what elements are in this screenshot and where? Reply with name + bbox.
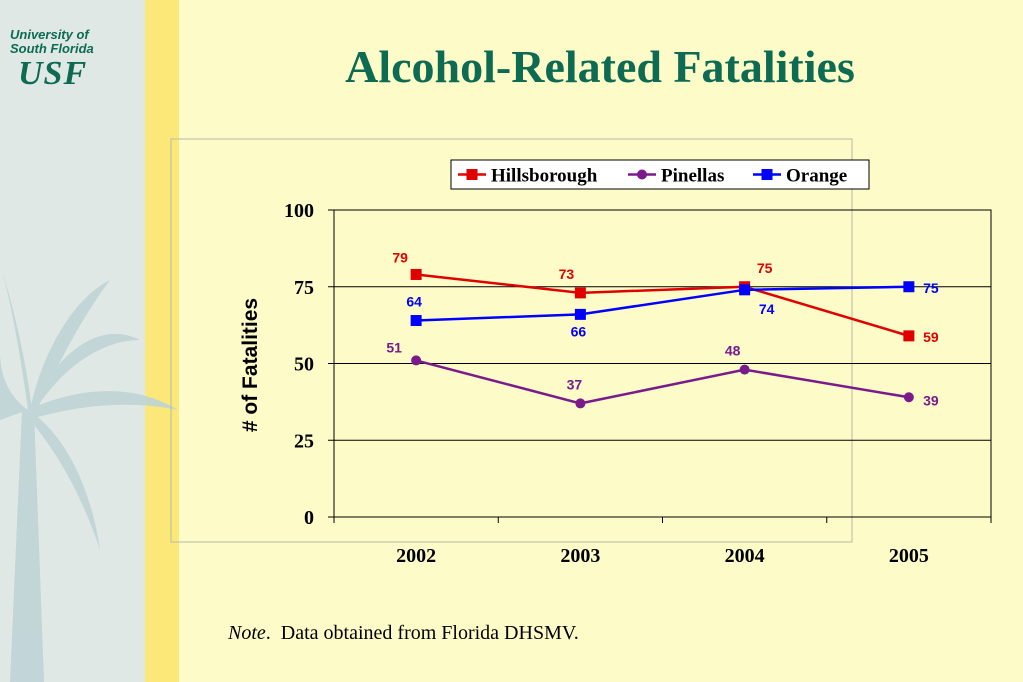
note-label: Note <box>228 622 266 644</box>
data-label: 73 <box>559 266 575 282</box>
x-tick-label: 2004 <box>725 545 765 567</box>
x-tick-label: 2005 <box>889 545 929 567</box>
data-label: 79 <box>392 249 408 265</box>
series-line-orange <box>416 285 909 322</box>
data-point <box>903 330 915 342</box>
data-label: 59 <box>923 329 939 345</box>
data-point <box>411 355 422 366</box>
logo-line-2: South Florida <box>10 41 94 56</box>
series-line-hillsborough <box>415 273 910 338</box>
data-label: 39 <box>923 392 939 408</box>
legend-label: Hillsborough <box>491 166 598 187</box>
palm-tree-illustration <box>0 270 178 682</box>
data-point <box>410 268 422 280</box>
y-tick-label: 100 <box>284 200 314 222</box>
legend-marker <box>637 169 647 180</box>
legend-label: Orange <box>786 166 847 187</box>
legend-marker <box>761 169 773 180</box>
y-axis-title: # of Fatalities <box>239 298 262 432</box>
data-label: 66 <box>571 323 587 339</box>
logo-line-1: University of <box>10 27 89 42</box>
data-point <box>903 392 914 403</box>
y-tick-label: 25 <box>294 430 314 452</box>
gold-band <box>145 0 179 682</box>
legend-marker <box>466 169 478 180</box>
y-tick-label: 0 <box>304 507 314 529</box>
legend-label: Pinellas <box>661 166 724 187</box>
legend-box <box>450 159 870 190</box>
note: Note. Data obtained from Florida DHSMV. <box>228 622 579 644</box>
data-point <box>574 287 586 299</box>
data-point <box>739 284 751 296</box>
y-tick-label: 75 <box>294 277 314 299</box>
chart-frame <box>170 138 853 543</box>
data-point <box>903 281 915 293</box>
data-point <box>574 308 586 320</box>
data-label: 75 <box>923 280 939 296</box>
data-label: 74 <box>759 301 775 317</box>
note-text: Data obtained from Florida DHSMV. <box>280 622 579 644</box>
logo-mark: USF <box>18 55 88 92</box>
data-label: 64 <box>406 294 422 310</box>
data-label: 51 <box>386 339 402 355</box>
slide-title: Alcohol-Related Fatalities <box>345 41 855 92</box>
data-label: 48 <box>725 343 741 359</box>
x-tick-label: 2003 <box>560 545 600 567</box>
data-point <box>410 315 422 327</box>
data-point <box>739 364 750 375</box>
data-label: 75 <box>757 260 773 276</box>
x-tick-label: 2002 <box>396 545 436 567</box>
data-point <box>575 398 586 409</box>
usf-logo: University of South Florida USF <box>10 28 140 92</box>
data-label: 37 <box>567 376 583 392</box>
series-line-pinellas <box>415 359 910 405</box>
y-tick-label: 50 <box>294 354 314 376</box>
